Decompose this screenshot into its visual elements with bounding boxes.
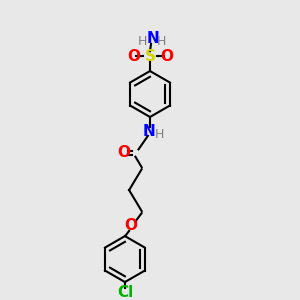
Text: H: H xyxy=(138,35,147,48)
Text: H: H xyxy=(155,128,164,141)
Text: O: O xyxy=(125,218,138,233)
Text: S: S xyxy=(145,49,155,64)
Text: N: N xyxy=(142,124,155,139)
Text: O: O xyxy=(160,49,173,64)
Text: N: N xyxy=(147,31,160,46)
Text: O: O xyxy=(117,145,130,160)
Text: O: O xyxy=(127,49,140,64)
Text: Cl: Cl xyxy=(117,285,133,300)
Text: H: H xyxy=(157,35,166,48)
